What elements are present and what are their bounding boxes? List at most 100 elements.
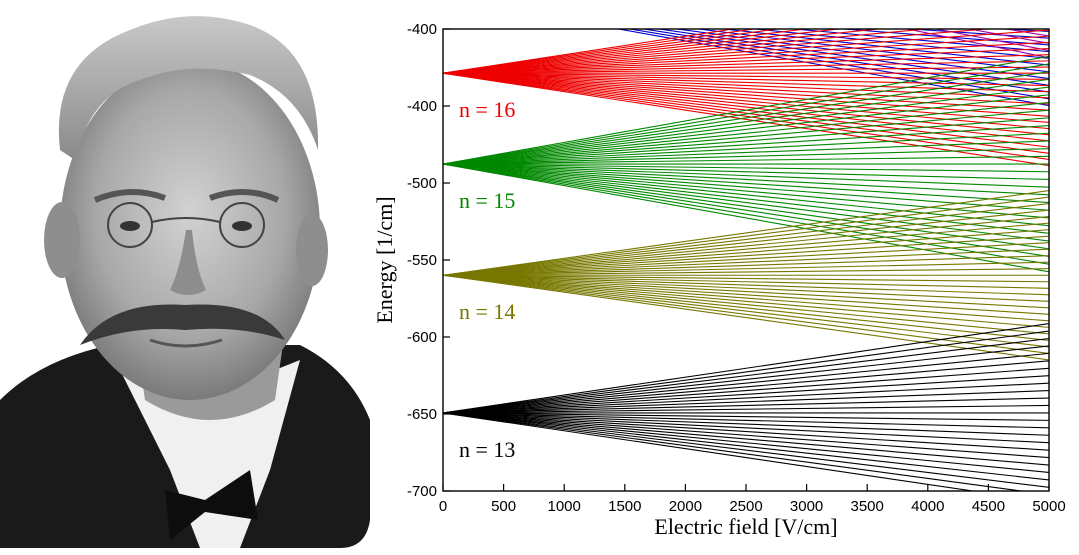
stark-level-n19-k-16 bbox=[443, 0, 1049, 4]
stark-level-n13-k-5 bbox=[443, 412, 1049, 451]
stark-level-n18-k-11 bbox=[443, 0, 1049, 14]
stark-level-n16-k11 bbox=[443, 29, 844, 74]
stark-level-n13-k-11 bbox=[443, 412, 1025, 491]
stark-level-n17-k-5 bbox=[995, 29, 1049, 32]
stark-level-n14-k2 bbox=[443, 261, 1049, 276]
stark-level-n17-k-14 bbox=[640, 29, 1049, 93]
stark-level-n15-k-12 bbox=[443, 163, 1049, 258]
stark-level-n18-k-16 bbox=[933, 29, 1049, 52]
stark-level-n14-k-11 bbox=[443, 274, 1049, 348]
stark-level-n15-k-4 bbox=[443, 163, 1049, 196]
stark-level-n14-k-10 bbox=[443, 274, 1049, 341]
stark-level-n14-k9 bbox=[443, 216, 1049, 276]
x-axis-title: Electric field [V/cm] bbox=[654, 514, 837, 539]
stark-level-n15-k-10 bbox=[443, 163, 1049, 242]
stark-level-n17-k-11 bbox=[694, 29, 1049, 73]
stark-level-n14-k6 bbox=[443, 235, 1049, 276]
stark-level-n15-k14 bbox=[443, 55, 1049, 165]
left-eyebrow bbox=[93, 188, 167, 203]
stark-level-n19-k-18 bbox=[443, 0, 1049, 20]
stark-level-n13-k5 bbox=[443, 375, 1049, 414]
right-eye bbox=[232, 221, 252, 231]
stark-level-n13-k6 bbox=[443, 367, 1049, 414]
mustache bbox=[80, 304, 285, 345]
stark-level-n14-k13 bbox=[443, 190, 1049, 276]
stark-level-n15-k8 bbox=[443, 101, 1049, 165]
stark-level-n14-k7 bbox=[443, 229, 1049, 276]
y-tick-label: -650 bbox=[407, 406, 437, 423]
stark-level-n16-k-15 bbox=[443, 72, 1049, 167]
x-tick-label: 1000 bbox=[548, 498, 581, 515]
stark-level-n15-k-13 bbox=[443, 163, 1049, 265]
stark-level-n14-k8 bbox=[443, 222, 1049, 276]
y-tick-label: -550 bbox=[407, 252, 437, 269]
stark-level-n16-k13 bbox=[443, 29, 782, 74]
stark-level-n13-k3 bbox=[443, 390, 1049, 414]
stark-level-n17-k-4 bbox=[443, 0, 1049, 25]
stark-level-n17-k-6 bbox=[903, 29, 1049, 39]
stark-level-n14-k-9 bbox=[443, 274, 1049, 335]
stark-level-n13-k4 bbox=[443, 382, 1049, 414]
stark-level-n14-k-7 bbox=[443, 274, 1049, 322]
stark-level-n13-k-10 bbox=[443, 412, 1049, 488]
stark-level-n13-k-12 bbox=[443, 412, 977, 491]
stark-level-n14-k-1 bbox=[443, 274, 1049, 283]
stark-level-n15-k10 bbox=[443, 86, 1049, 165]
x-tick-label: 500 bbox=[491, 498, 516, 515]
stark-level-n16-k6 bbox=[443, 35, 1049, 74]
stark-level-n13-k1 bbox=[443, 404, 1049, 414]
y-axis-title: Energy [1/cm] bbox=[372, 196, 397, 323]
x-tick-label: 5000 bbox=[1032, 498, 1065, 515]
stark-level-n15-k2 bbox=[443, 148, 1049, 165]
stark-level-n14-k-12 bbox=[443, 274, 1049, 354]
stark-level-n16-k9 bbox=[443, 29, 933, 74]
x-tick-label: 3000 bbox=[790, 498, 823, 515]
stark-level-n14-k-13 bbox=[443, 274, 1049, 361]
stark-level-n15-k1 bbox=[443, 155, 1049, 165]
stark-level-n16-k5 bbox=[443, 41, 1049, 74]
stark-level-n13-k-7 bbox=[443, 412, 1049, 466]
stark-level-n16-k10 bbox=[443, 29, 884, 74]
stark-level-n16-k1 bbox=[443, 66, 1049, 74]
stark-level-n13-k2 bbox=[443, 397, 1049, 414]
stark-level-n15-k-11 bbox=[443, 163, 1049, 250]
x-tick-label: 4500 bbox=[972, 498, 1005, 515]
stark-level-n13-k-4 bbox=[443, 412, 1049, 444]
spectacle-bridge bbox=[151, 217, 221, 223]
stark-level-n13-k7 bbox=[443, 360, 1049, 414]
stark-level-n17-k-13 bbox=[655, 29, 1049, 86]
stark-level-n13-k-8 bbox=[443, 412, 1049, 474]
stark-level-n16-k-9 bbox=[443, 72, 1049, 130]
manifold-label-n16: n = 16 bbox=[459, 97, 515, 122]
stark-level-n13-k9 bbox=[443, 345, 1049, 414]
stark-level-n14-k-6 bbox=[443, 274, 1049, 315]
right-eyebrow bbox=[208, 188, 280, 203]
portrait-photo bbox=[0, 0, 370, 555]
stark-level-n15-k-8 bbox=[443, 163, 1049, 227]
x-tick-label: 2000 bbox=[669, 498, 702, 515]
stark-level-n18-k-10 bbox=[443, 0, 1049, 7]
stark-level-n15-k3 bbox=[443, 140, 1049, 165]
stark-level-n17-k-1 bbox=[443, 0, 1049, 4]
y-tick-label: -700 bbox=[407, 483, 437, 500]
stark-level-n16-k-5 bbox=[443, 72, 1049, 105]
stark-level-n16-k-1 bbox=[443, 72, 1049, 80]
stark-level-n13-k8 bbox=[443, 352, 1049, 414]
stark-level-n15-k9 bbox=[443, 94, 1049, 165]
stark-level-n16-k-10 bbox=[443, 72, 1049, 136]
manifold-label-n13: n = 13 bbox=[459, 437, 515, 462]
stark-level-n15-k4 bbox=[443, 132, 1049, 165]
stark-level-n15-k-1 bbox=[443, 163, 1049, 173]
stark-level-n16-k3 bbox=[443, 54, 1049, 74]
stark-level-n14-k3 bbox=[443, 255, 1049, 276]
stark-level-n14-k1 bbox=[443, 268, 1049, 276]
stark-level-n13-k-1 bbox=[443, 412, 1049, 421]
stark-level-n13-k-6 bbox=[443, 412, 1049, 459]
stark-level-n15-k-6 bbox=[443, 163, 1049, 211]
x-tick-label: 4000 bbox=[911, 498, 944, 515]
stark-level-n17-k-9 bbox=[749, 29, 1049, 59]
stark-level-n14-k4 bbox=[443, 248, 1049, 276]
stark-level-n15-k-3 bbox=[443, 163, 1049, 188]
stark-level-n17-k-3 bbox=[443, 0, 1049, 18]
stark-level-n15-k-2 bbox=[443, 163, 1049, 181]
